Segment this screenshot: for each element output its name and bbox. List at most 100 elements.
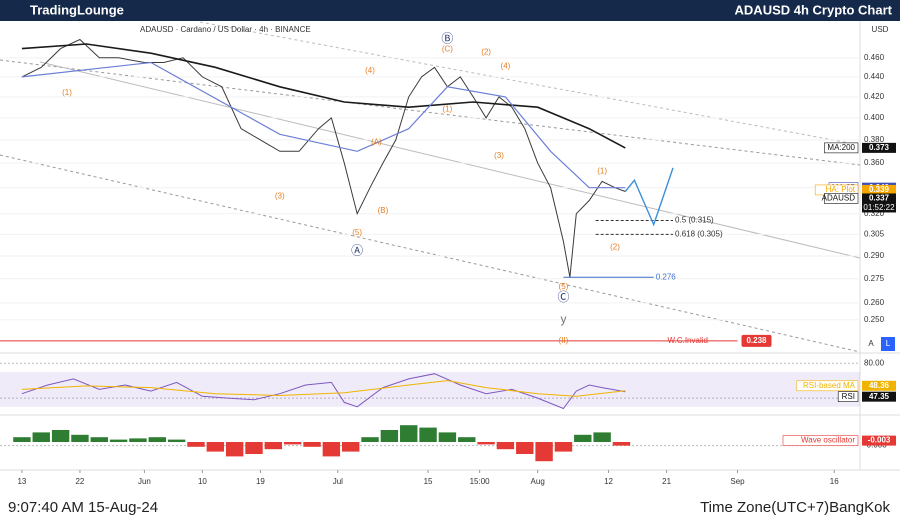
y-tick-label: 0.360	[864, 158, 885, 167]
y-tick-label: 0.250	[864, 315, 885, 324]
y-tick-label: 0.320	[864, 209, 885, 218]
wave-label: (1)	[597, 167, 607, 176]
x-tick-label: 10	[198, 477, 207, 486]
y-unit: USD	[872, 25, 889, 34]
scale-button[interactable]: L	[886, 339, 891, 348]
price-tag-sub: 01:52:22	[863, 203, 895, 212]
wave-label: Ⓑ	[441, 32, 453, 46]
oscillator-bar	[283, 442, 302, 445]
footer-timezone: Time Zone(UTC+7)BangKok	[700, 499, 890, 516]
y-tick-label: 0.400	[864, 113, 885, 122]
oscillator-bar	[109, 439, 128, 442]
wave-label: (A)	[371, 137, 382, 146]
oscillator-bar	[13, 437, 31, 442]
price-tag	[862, 380, 896, 391]
price-tag-value: 0.339	[869, 185, 890, 194]
level-tag-value: 0.238	[746, 336, 767, 345]
x-tick-label: 22	[75, 477, 84, 486]
oscillator-bar	[438, 432, 457, 442]
oscillator-bar	[400, 425, 418, 442]
oscillator-bar	[342, 442, 360, 452]
wave-label: (3)	[275, 192, 285, 201]
x-tick-label: 21	[662, 477, 671, 486]
price-tag-name: MA:200	[827, 143, 855, 152]
series-line	[21, 43, 626, 149]
x-tick-label: 15:00	[470, 477, 491, 486]
oscillator-bar	[496, 442, 515, 450]
footer-time: 9:07:40 AM 15-Aug-24	[8, 499, 158, 516]
price-tag-name-bg	[837, 391, 859, 402]
price-tag-name: RSI	[842, 392, 855, 401]
oscillator-bar	[225, 442, 244, 457]
oscillator-bar	[187, 442, 205, 447]
y-tick-label: 0.440	[864, 72, 885, 81]
oscillator-bar	[535, 442, 553, 462]
level-label: 0.5 (0.315)	[675, 216, 714, 225]
price-tag-name: Wave oscillator	[801, 436, 855, 445]
chart-legend-title: ADAUSD · Cardano / US Dollar · 4h · BINA…	[140, 25, 311, 34]
price-tag	[862, 391, 896, 402]
price-tag	[862, 435, 896, 446]
oscillator-bar	[322, 442, 341, 457]
series-line	[21, 38, 626, 278]
y-tick-label: 0.260	[864, 298, 885, 307]
oscillator-bar	[148, 437, 167, 442]
oscillator-bar	[167, 439, 186, 442]
oscillator-bar	[477, 442, 495, 445]
wave-label: (1)	[443, 104, 453, 113]
wave-label: (4)	[501, 61, 511, 70]
price-tag-value: 47.35	[869, 392, 890, 401]
price-tag-value: 48.36	[869, 381, 890, 390]
y-tick-label: 0.420	[864, 92, 885, 101]
brand: TradingLounge	[30, 2, 124, 17]
oscillator-bar	[516, 442, 534, 454]
oscillator-bar	[32, 432, 50, 442]
price-tag-value: -0.003	[868, 436, 891, 445]
y-tick-label: 0.460	[864, 53, 885, 62]
oscillator-bar	[554, 442, 573, 452]
oscillator-bar	[264, 442, 283, 450]
price-tag	[862, 193, 896, 204]
oscillator-bar	[71, 434, 89, 442]
oscillator-bar	[574, 434, 592, 442]
oscillator-bar	[361, 437, 379, 442]
price-tag-name: ADAUSD	[822, 194, 856, 203]
y-tick-label: 0.380	[864, 135, 885, 144]
price-tag-value: 0.373	[869, 143, 890, 152]
x-tick-label: Jun	[138, 477, 151, 486]
price-tag-value: 0.337	[869, 194, 890, 203]
oscillator-bar	[380, 430, 399, 442]
price-tag-name-bg	[782, 435, 859, 446]
y-tick-label: 0.275	[864, 274, 885, 283]
chart-area	[0, 21, 900, 495]
level-label: 0.618 (0.305)	[675, 229, 723, 238]
projection-path	[624, 167, 674, 227]
channel-line	[0, 59, 861, 166]
price-tag-name-bg	[824, 193, 859, 204]
x-tick-label: Aug	[531, 477, 545, 486]
price-tag-name: HA: Plot	[826, 185, 856, 194]
x-tick-label: Jul	[333, 477, 343, 486]
oscillator-bar	[129, 438, 147, 442]
wave-label: (2)	[481, 47, 491, 56]
wave-label: (4)	[365, 66, 375, 75]
wave-label: (5)	[352, 228, 362, 237]
y-tick-label: 0.290	[864, 251, 885, 260]
wave-label: Ⓐ	[351, 244, 363, 258]
oscillator-bar	[458, 437, 476, 442]
wave-label: (3)	[494, 151, 504, 160]
x-tick-label: 16	[830, 477, 839, 486]
wave-label: (2)	[610, 242, 620, 251]
x-tick-label: 12	[604, 477, 613, 486]
price-tag	[862, 184, 896, 195]
scale-button-bg[interactable]	[881, 337, 895, 351]
rsi-band	[0, 371, 860, 407]
scale-button[interactable]: A	[868, 339, 874, 348]
price-tag	[862, 142, 896, 153]
x-tick-label: 19	[256, 477, 265, 486]
y-tick-label: 0.305	[864, 229, 885, 238]
oscillator-bar	[303, 442, 321, 447]
oscillator-bar	[90, 437, 108, 442]
level-tag	[741, 334, 772, 347]
wave-label: (B)	[378, 206, 389, 215]
